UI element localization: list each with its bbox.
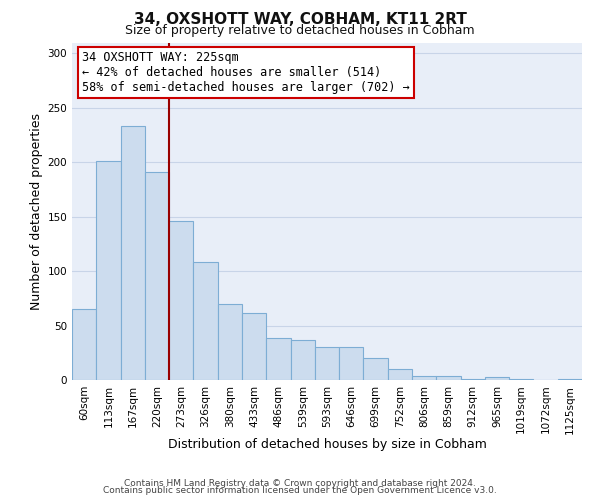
- X-axis label: Distribution of detached houses by size in Cobham: Distribution of detached houses by size …: [167, 438, 487, 451]
- Text: Size of property relative to detached houses in Cobham: Size of property relative to detached ho…: [125, 24, 475, 37]
- Bar: [193, 262, 218, 380]
- Text: 34, OXSHOTT WAY, COBHAM, KT11 2RT: 34, OXSHOTT WAY, COBHAM, KT11 2RT: [134, 12, 466, 28]
- Bar: [509, 379, 533, 380]
- Y-axis label: Number of detached properties: Number of detached properties: [30, 113, 43, 310]
- Bar: [364, 358, 388, 380]
- Bar: [169, 221, 193, 380]
- Bar: [436, 376, 461, 380]
- Bar: [461, 379, 485, 380]
- Text: 34 OXSHOTT WAY: 225sqm
← 42% of detached houses are smaller (514)
58% of semi-de: 34 OXSHOTT WAY: 225sqm ← 42% of detached…: [82, 51, 410, 94]
- Bar: [412, 376, 436, 380]
- Bar: [485, 376, 509, 380]
- Bar: [339, 348, 364, 380]
- Bar: [315, 348, 339, 380]
- Bar: [96, 161, 121, 380]
- Text: Contains public sector information licensed under the Open Government Licence v3: Contains public sector information licen…: [103, 486, 497, 495]
- Bar: [290, 340, 315, 380]
- Bar: [266, 338, 290, 380]
- Bar: [145, 172, 169, 380]
- Bar: [388, 369, 412, 380]
- Text: Contains HM Land Registry data © Crown copyright and database right 2024.: Contains HM Land Registry data © Crown c…: [124, 478, 476, 488]
- Bar: [218, 304, 242, 380]
- Bar: [72, 309, 96, 380]
- Bar: [558, 379, 582, 380]
- Bar: [242, 312, 266, 380]
- Bar: [121, 126, 145, 380]
